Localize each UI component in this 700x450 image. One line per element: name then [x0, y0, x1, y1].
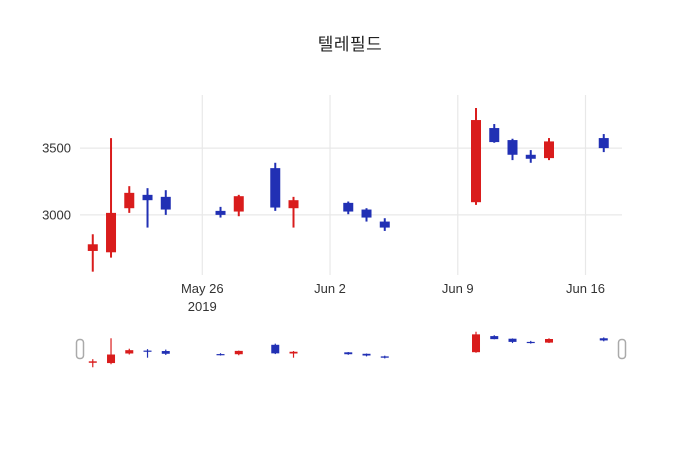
rangeslider-candle — [161, 349, 170, 355]
candle[interactable] — [525, 150, 536, 163]
rangeslider-track[interactable] — [80, 330, 622, 368]
x-tick-label: May 26 — [181, 281, 224, 296]
candle[interactable] — [379, 218, 390, 231]
candle[interactable] — [343, 201, 354, 215]
x-tick-sublabel: 2019 — [188, 299, 217, 314]
rangeslider-left-handle[interactable] — [75, 338, 85, 360]
candle[interactable] — [507, 138, 518, 161]
y-tick-label: 3000 — [42, 207, 71, 222]
y-tick-label: 3500 — [42, 141, 71, 156]
candle[interactable] — [489, 124, 500, 143]
rangeslider-candle — [490, 335, 499, 340]
rangeslider-candle — [599, 337, 608, 342]
candle[interactable] — [106, 138, 117, 258]
candle[interactable] — [361, 208, 372, 222]
rangeslider-candle — [107, 338, 116, 365]
rangeslider-candle — [125, 348, 134, 355]
rangeslider-candle — [472, 331, 481, 353]
rangeslider-candle — [88, 359, 97, 368]
rangeslider-right-handle[interactable] — [617, 338, 627, 360]
candle[interactable] — [471, 108, 482, 205]
rangeslider-candle — [289, 351, 298, 358]
rangeslider-candle — [362, 353, 371, 357]
plot-area[interactable] — [80, 92, 622, 275]
rangeslider-candle — [271, 343, 280, 355]
x-tick-label: Jun 2 — [314, 281, 346, 296]
candle[interactable] — [87, 234, 98, 272]
candle[interactable] — [215, 206, 226, 218]
rangeslider-candle — [143, 349, 152, 358]
rangeslider-candle — [344, 352, 353, 355]
candle[interactable] — [270, 162, 281, 211]
rangeslider-candle — [234, 350, 243, 356]
x-tick-label: Jun 16 — [566, 281, 605, 296]
candle[interactable] — [544, 138, 555, 161]
rangeslider-candle — [526, 340, 535, 344]
rangeslider-candle — [545, 338, 554, 344]
rangeslider-candle — [508, 338, 517, 344]
candle[interactable] — [288, 196, 299, 228]
candle[interactable] — [124, 186, 135, 213]
candle[interactable] — [598, 134, 609, 153]
chart-title: 텔레필드 — [317, 35, 383, 54]
candle[interactable] — [233, 194, 244, 217]
rangeslider-candle — [380, 355, 389, 359]
rangeslider-candle — [216, 353, 225, 356]
x-tick-label: Jun 9 — [442, 281, 474, 296]
candle[interactable] — [142, 188, 153, 228]
candle[interactable] — [160, 190, 171, 215]
